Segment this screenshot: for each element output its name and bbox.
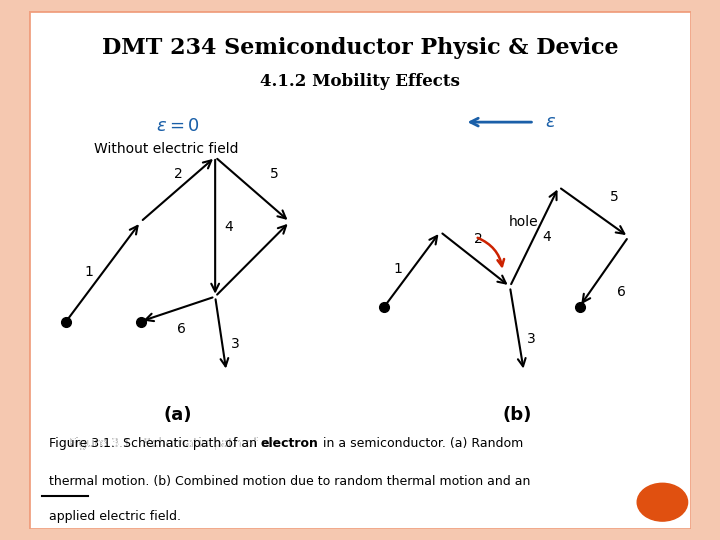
Text: thermal motion. (b) Combined motion due to random thermal motion and an: thermal motion. (b) Combined motion due … xyxy=(49,475,530,488)
Text: 6: 6 xyxy=(617,285,626,299)
Text: 4: 4 xyxy=(542,230,551,244)
Text: (a): (a) xyxy=(163,406,192,424)
Text: 4: 4 xyxy=(224,220,233,234)
Text: $\varepsilon=0$: $\varepsilon=0$ xyxy=(156,117,200,135)
Text: 6: 6 xyxy=(177,322,186,336)
Text: applied electric field.: applied electric field. xyxy=(49,510,181,523)
Text: electron: electron xyxy=(261,437,318,450)
Text: Figure 3.1.  Schematic path of an: Figure 3.1. Schematic path of an xyxy=(68,437,281,450)
Text: hole: hole xyxy=(509,215,539,229)
Text: 3: 3 xyxy=(526,332,535,346)
Text: 1: 1 xyxy=(84,265,93,279)
Text: $\varepsilon$: $\varepsilon$ xyxy=(545,113,556,131)
Text: 5: 5 xyxy=(610,190,619,204)
Text: (b): (b) xyxy=(502,406,531,424)
Text: Figure 3.1.  Schematic path of an electron in a semiconductor. (a) Random
therma: Figure 3.1. Schematic path of an electro… xyxy=(68,437,550,481)
FancyBboxPatch shape xyxy=(29,11,691,529)
Text: Figure 3.1.  Schematic path of an: Figure 3.1. Schematic path of an xyxy=(49,437,261,450)
Text: 4.1.2 Mobility Effects: 4.1.2 Mobility Effects xyxy=(260,73,460,90)
Text: 1: 1 xyxy=(394,262,402,276)
Text: 2: 2 xyxy=(474,232,483,246)
Text: 5: 5 xyxy=(271,167,279,181)
Text: DMT 234 Semiconductor Physic & Device: DMT 234 Semiconductor Physic & Device xyxy=(102,37,618,59)
Text: 3: 3 xyxy=(231,337,240,351)
Text: Without electric field: Without electric field xyxy=(94,142,239,156)
Text: in a semiconductor. (a) Random: in a semiconductor. (a) Random xyxy=(318,437,523,450)
Text: 2: 2 xyxy=(174,167,182,181)
